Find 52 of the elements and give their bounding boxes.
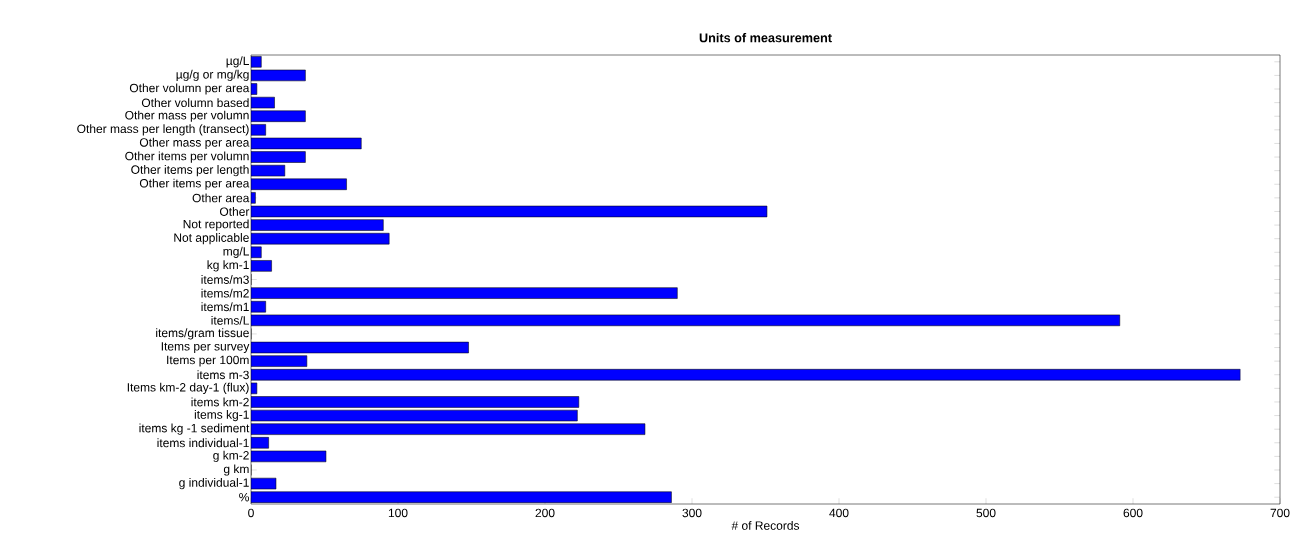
y-tick-label: g km-2 — [213, 450, 249, 462]
y-tick-label: kg km-1 — [207, 260, 249, 272]
bar — [251, 178, 347, 190]
y-tick-label: µg/g or mg/kg — [176, 69, 249, 82]
y-tick-label: Items km-2 day-1 (flux) — [127, 382, 249, 394]
y-tick-label: Other items per volumn — [125, 151, 249, 163]
x-tick-label: 200 — [535, 508, 555, 518]
y-tick-label: Other items per area — [139, 178, 250, 190]
x-tick-label: 600 — [1123, 508, 1143, 518]
y-tick-label: items/m1 — [201, 302, 249, 312]
x-tick-label: 500 — [976, 508, 996, 518]
x-tick-label: 300 — [682, 508, 702, 518]
y-tick-label: items/m3 — [201, 275, 249, 284]
bar — [251, 396, 580, 408]
y-tick-label: Other mass per volumn — [125, 110, 249, 122]
y-tick-label: items/m2 — [201, 288, 249, 298]
y-tick-label: Other volumn per area — [129, 83, 250, 95]
y-tick-label: g km — [223, 464, 249, 476]
bar — [251, 491, 672, 503]
bar — [251, 151, 306, 163]
y-tick-label: Other mass per length (transect) — [77, 124, 249, 136]
y-tick-label: % — [239, 493, 249, 502]
y-tick-label: Not applicable — [174, 233, 249, 245]
y-tick-label: items/gram tissue — [156, 328, 249, 340]
y-tick-label: Other — [219, 207, 250, 216]
y-tick-label: Other volumn based — [141, 98, 249, 108]
y-tick-label: items/L — [211, 315, 249, 325]
y-tick-label: Other items per length — [131, 165, 249, 177]
y-tick-label: µg/L — [226, 56, 249, 68]
y-tick-label: Not reported — [183, 219, 249, 231]
y-tick-label: Items per 100m — [167, 355, 249, 367]
bar — [251, 287, 678, 299]
y-tick-label: items kg -1 sediment — [139, 423, 250, 435]
x-tick-label: 700 — [1270, 508, 1290, 518]
y-tick-label: mg/L — [223, 246, 249, 258]
y-tick-label: Other mass per area — [139, 137, 250, 150]
bar — [251, 423, 646, 435]
y-tick-label: g individual-1 — [179, 478, 249, 490]
y-tick-label: items m-3 — [197, 370, 249, 380]
bar — [251, 110, 306, 122]
x-tick-label: 100 — [388, 508, 408, 518]
y-tick-label: items km-2 — [191, 397, 249, 407]
x-axis-title: # of Records — [731, 521, 800, 530]
y-tick-label: items kg-1 — [194, 409, 249, 422]
y-tick-label: Other area — [192, 193, 250, 203]
y-tick-label: items individual-1 — [157, 438, 249, 448]
y-tick-label: Items per survey — [161, 342, 250, 353]
bar — [251, 219, 384, 231]
chart-title: Units of measurement — [699, 32, 832, 43]
x-tick-label: 0 — [248, 508, 254, 518]
x-tick-label: 400 — [829, 508, 849, 518]
bar — [251, 369, 1241, 381]
